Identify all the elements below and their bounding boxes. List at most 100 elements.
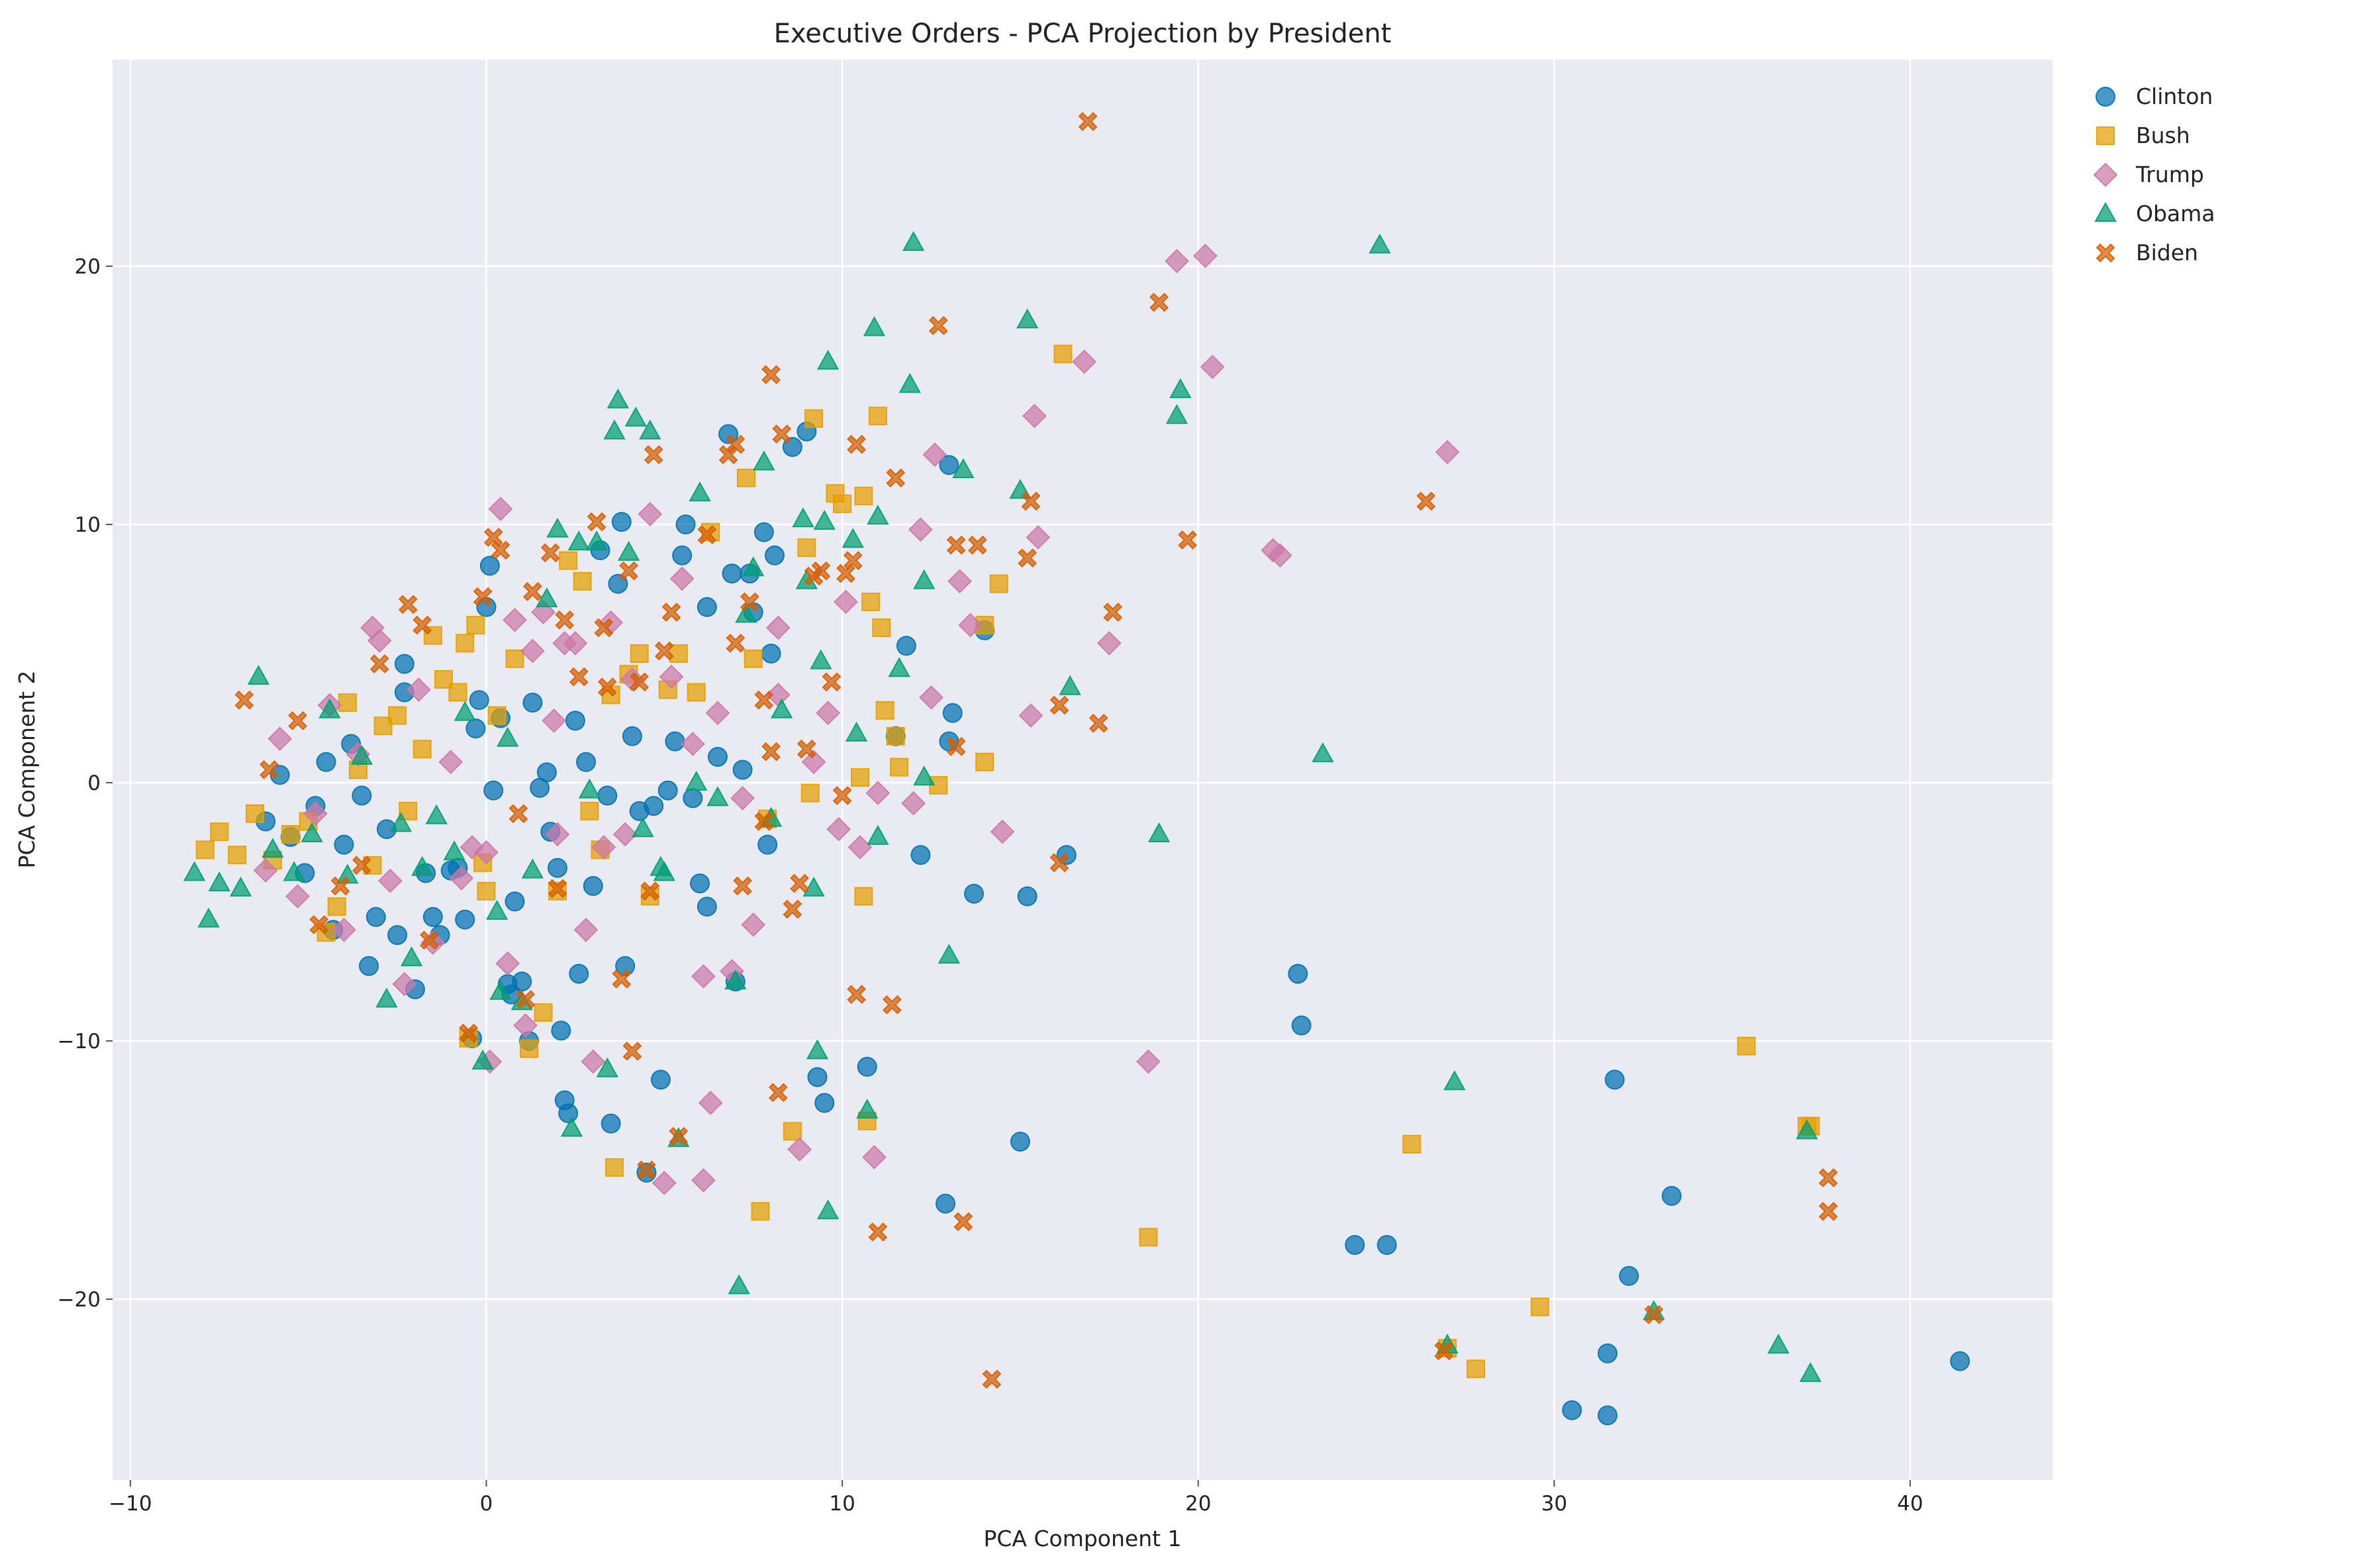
- data-point-biden: [772, 424, 792, 444]
- legend-label-obama: Obama: [2136, 201, 2215, 226]
- data-point-biden: [843, 551, 863, 571]
- data-point-clinton: [807, 1067, 828, 1087]
- data-point-clinton: [1010, 1132, 1030, 1152]
- data-point-obama: [689, 481, 711, 502]
- data-point-biden: [726, 633, 746, 653]
- data-point-biden: [797, 739, 816, 759]
- data-point-trump: [730, 785, 755, 810]
- data-point-obama: [375, 987, 398, 1008]
- data-point-biden: [637, 1160, 656, 1180]
- data-point-clinton: [675, 514, 696, 534]
- data-point-clinton: [316, 752, 336, 772]
- data-point-biden: [946, 736, 966, 756]
- y-tick-label: 20: [75, 255, 101, 279]
- data-point-obama: [888, 657, 910, 677]
- data-point-clinton: [505, 891, 525, 912]
- data-point-obama: [425, 804, 448, 824]
- y-axis-label: PCA Component 2: [14, 670, 40, 868]
- data-point-clinton: [469, 690, 489, 710]
- data-point-clinton: [690, 873, 710, 894]
- data-point-biden: [330, 876, 350, 896]
- data-point-biden: [630, 672, 650, 692]
- data-point-bush: [580, 801, 599, 820]
- data-point-clinton: [422, 906, 443, 927]
- data-point-obama: [411, 856, 434, 876]
- data-point-obama: [208, 871, 230, 892]
- data-point-trump: [691, 1168, 716, 1193]
- data-point-biden: [761, 742, 781, 761]
- data-point-clinton: [1291, 1015, 1312, 1036]
- data-point-obama: [229, 876, 252, 897]
- data-point-clinton: [683, 788, 703, 808]
- data-point-bush: [228, 846, 247, 865]
- x-axis-label: PCA Component 1: [983, 1526, 1181, 1551]
- data-point-biden: [309, 915, 329, 934]
- data-point-trump: [1026, 525, 1051, 550]
- data-point-obama: [1312, 742, 1334, 763]
- data-point-clinton: [551, 1020, 571, 1041]
- data-point-obama: [521, 858, 544, 879]
- data-point-biden: [540, 543, 560, 563]
- data-point-obama: [728, 1274, 750, 1295]
- data-point-clinton: [455, 909, 475, 930]
- data-point-trump: [990, 819, 1015, 844]
- x-tick-label: 40: [1897, 1492, 1923, 1516]
- data-point-trump: [669, 566, 695, 591]
- legend-marker-bush: [2096, 126, 2115, 145]
- data-point-clinton: [936, 1193, 956, 1214]
- data-point-biden: [882, 995, 902, 1014]
- data-point-trump: [332, 917, 356, 942]
- data-point-bush: [520, 1039, 539, 1058]
- data-point-trump: [705, 701, 730, 726]
- data-point-biden: [516, 990, 536, 1010]
- data-point-clinton: [650, 1069, 671, 1090]
- data-point-clinton: [359, 956, 379, 976]
- data-point-clinton: [1562, 1400, 1582, 1420]
- data-point-bush: [281, 825, 300, 844]
- scatter-points: [183, 112, 1970, 1426]
- data-point-clinton: [697, 897, 717, 917]
- data-point-trump: [406, 677, 431, 703]
- data-point-trump: [520, 638, 545, 663]
- data-point-biden: [622, 1042, 642, 1061]
- data-point-obama: [742, 556, 765, 577]
- data-point-clinton: [722, 564, 742, 584]
- data-point-obama: [247, 665, 270, 685]
- data-point-biden: [1644, 1304, 1664, 1324]
- data-point-biden: [790, 873, 810, 893]
- data-point-clinton: [1345, 1235, 1365, 1255]
- data-point-bush: [854, 887, 873, 906]
- data-point-obama: [585, 530, 608, 551]
- legend-item-biden: Biden: [2096, 240, 2198, 266]
- legend-marker-trump: [2093, 162, 2118, 187]
- data-point-bush: [687, 683, 706, 702]
- data-point-trump: [303, 801, 328, 826]
- legend-item-obama: Obama: [2094, 201, 2215, 226]
- data-point-biden: [369, 654, 389, 674]
- data-point-trump: [573, 917, 599, 942]
- legend-marker-biden: [2096, 243, 2115, 263]
- data-point-bush: [1737, 1036, 1756, 1055]
- data-point-obama: [1443, 1070, 1466, 1091]
- data-point-bush: [487, 706, 507, 725]
- data-point-clinton: [644, 796, 664, 816]
- data-point-obama: [952, 458, 975, 479]
- data-point-bush: [744, 649, 763, 668]
- data-point-biden: [587, 512, 606, 532]
- data-point-bush: [412, 740, 432, 759]
- data-point-clinton: [583, 876, 603, 896]
- data-point-trump: [474, 840, 499, 865]
- data-point-biden: [1021, 491, 1041, 511]
- data-point-clinton: [569, 963, 589, 984]
- data-point-trump: [1200, 354, 1225, 379]
- data-point-biden: [761, 365, 781, 385]
- data-point-trump: [449, 865, 474, 891]
- data-point-obama: [802, 876, 825, 897]
- data-point-trump: [1193, 243, 1218, 268]
- data-point-clinton: [558, 1103, 579, 1124]
- data-point-biden: [1103, 603, 1123, 622]
- data-point-obama: [497, 726, 519, 747]
- data-point-obama: [735, 603, 757, 623]
- data-point-trump: [1022, 403, 1047, 428]
- data-point-biden: [697, 525, 717, 545]
